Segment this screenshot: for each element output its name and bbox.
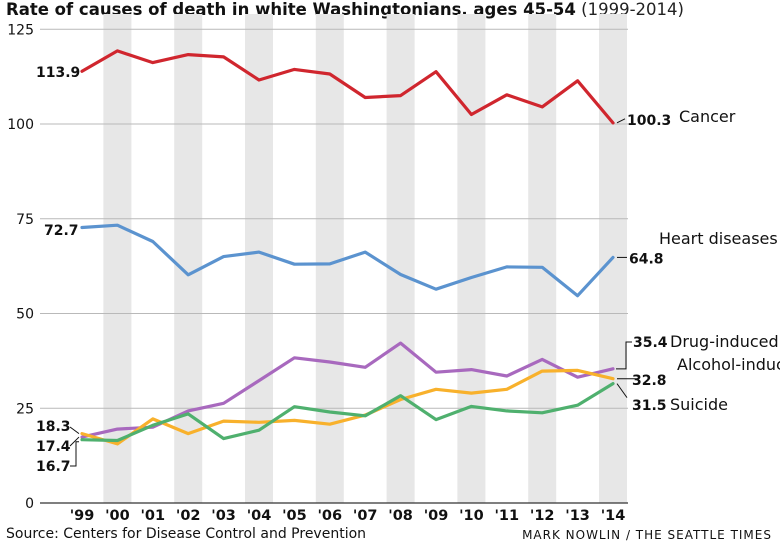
series-line (80, 382, 615, 443)
x-tick-label: '10 (459, 508, 484, 524)
series-labels: 100.3 Cancer 64.8 Heart diseases 35.4 Drug-in… (36, 65, 780, 475)
y-tick-label: 100 (7, 117, 34, 133)
x-tick-label: '07 (353, 508, 378, 524)
end-value-label: 35.4 (633, 335, 668, 351)
y-tick-label: 75 (16, 212, 34, 228)
x-tick-label: '03 (211, 508, 236, 524)
end-value-label: 32.8 (632, 373, 667, 389)
series-line (80, 49, 615, 125)
leader-line (616, 341, 632, 370)
leader-line (69, 426, 80, 435)
x-tick-label: '13 (565, 508, 590, 524)
end-value-label: 31.5 (632, 398, 667, 414)
series-line (80, 223, 615, 298)
leader-line (616, 118, 626, 124)
start-value-label: 17.4 (36, 439, 71, 455)
column-band (528, 14, 557, 503)
start-value-label: 16.7 (36, 459, 71, 475)
x-tick-label: '12 (530, 508, 555, 524)
start-value-label: 18.3 (36, 419, 71, 435)
series-name-label: Suicide (670, 395, 728, 414)
leader-line (69, 436, 80, 447)
x-axis: '99 '00 '01 '02 '03 '04 '05 '06 '07 '08 '09 '10 '11 '… (70, 508, 626, 524)
gridlines (40, 28, 628, 504)
y-axis: 0 25 50 75 100 125 (7, 22, 34, 512)
end-value-label: 100.3 (627, 113, 671, 129)
leader-line (74, 70, 79, 73)
x-tick-label: '06 (317, 508, 342, 524)
start-value-label: 113.9 (36, 65, 80, 81)
credit-line: MARK NOWLIN / THE SEATTLE TIMES (522, 528, 772, 542)
end-value-label: 64.8 (629, 251, 664, 267)
column-band (103, 14, 132, 503)
leader-line (616, 383, 628, 398)
label-leaders (69, 70, 639, 467)
x-tick-label: '04 (247, 508, 272, 524)
column-band (315, 14, 344, 503)
x-tick-label: '02 (176, 508, 201, 524)
series-name-label: Heart diseases (659, 229, 778, 248)
series-name-label: Cancer (679, 107, 736, 126)
x-tick-label: '14 (601, 508, 626, 524)
series-line (80, 368, 615, 446)
series-name-label: Drug-induced (670, 332, 779, 351)
leader-line (70, 441, 79, 467)
column-band (457, 14, 486, 503)
y-tick-label: 50 (16, 307, 34, 323)
x-tick-label: '05 (282, 508, 307, 524)
series-lines (80, 49, 615, 446)
x-tick-label: '08 (388, 508, 413, 524)
x-tick-label: '01 (140, 508, 165, 524)
source-note: Source: Centers for Disease Control and … (6, 526, 367, 542)
y-tick-label: 125 (7, 22, 34, 38)
y-tick-label: 25 (16, 401, 34, 417)
chart-title-main: Rate of causes of death in white Washing… (6, 0, 576, 19)
x-tick-label: '09 (424, 508, 449, 524)
series-name-label: Alcohol-induced (677, 355, 780, 374)
x-tick-label: '00 (105, 508, 130, 524)
x-tick-label: '99 (70, 508, 95, 524)
chart-title: Rate of causes of death in white Washing… (6, 0, 684, 19)
start-value-label: 72.7 (44, 223, 79, 239)
x-tick-label: '11 (494, 508, 519, 524)
y-tick-label: 0 (25, 496, 34, 512)
